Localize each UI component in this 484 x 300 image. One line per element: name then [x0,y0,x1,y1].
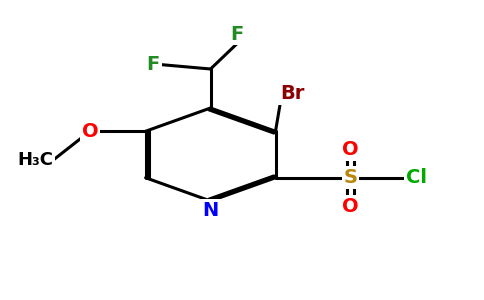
Text: F: F [230,25,244,44]
Text: O: O [342,140,359,159]
Text: O: O [82,122,98,141]
Text: Br: Br [280,84,305,103]
Text: H₃C: H₃C [17,151,54,169]
Text: S: S [344,168,358,187]
Text: F: F [147,55,160,74]
Text: N: N [202,201,219,220]
Text: Cl: Cl [406,168,427,187]
Text: O: O [342,197,359,216]
